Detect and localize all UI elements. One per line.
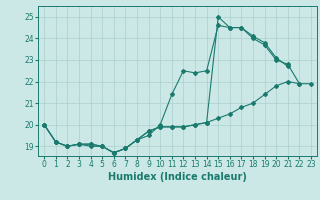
X-axis label: Humidex (Indice chaleur): Humidex (Indice chaleur) (108, 172, 247, 182)
